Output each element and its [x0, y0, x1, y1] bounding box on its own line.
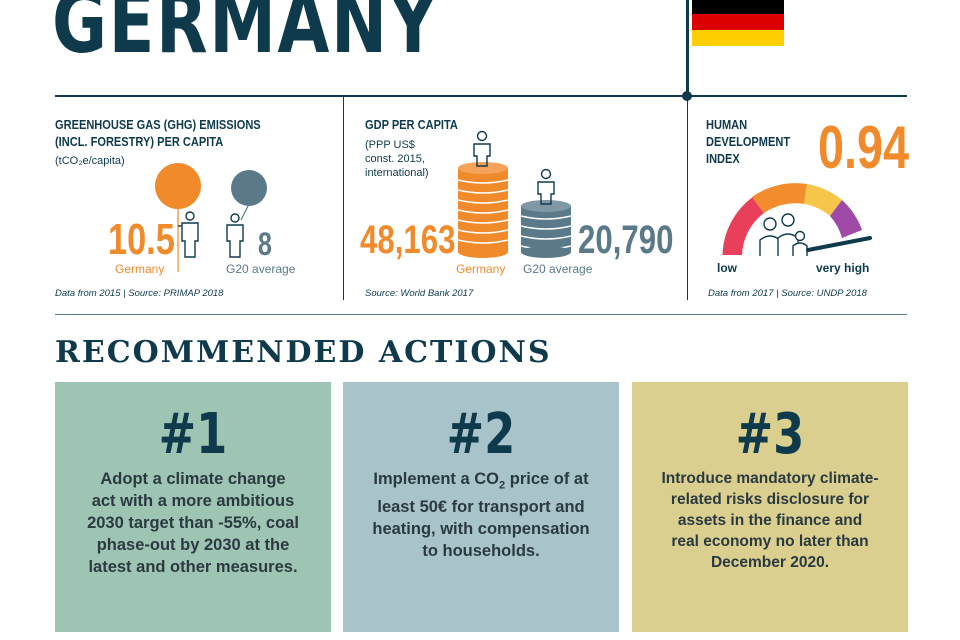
- gdp-sub-2: const. 2015,: [365, 153, 425, 165]
- ghg-germany-label: Germany: [115, 262, 165, 276]
- gdp-sub-1: (PPP US$: [365, 139, 415, 151]
- action-3-line: related risks disclosure for: [670, 491, 870, 508]
- gdp-g20-label: G20 average: [523, 262, 593, 276]
- hdi-label-1: HUMAN: [706, 117, 748, 132]
- hdi-label-3: INDEX: [706, 151, 740, 166]
- action-text-3: Introduce mandatory climate- related ris…: [646, 468, 894, 573]
- action-number-1: #1: [158, 402, 228, 467]
- action-1-line: Adopt a climate change: [100, 470, 286, 488]
- action-1-line: phase-out by 2030 at the: [96, 536, 290, 554]
- hdi-label-2: DEVELOPMENT: [706, 134, 791, 149]
- german-flag: [692, 0, 784, 46]
- g20-balloon-icon: [231, 170, 267, 206]
- ghg-source: Data from 2015 | Source: PRIMAP 2018: [55, 288, 224, 299]
- top-divider: [55, 95, 907, 97]
- action-card-1: #1 Adopt a climate change act with a mor…: [55, 382, 331, 632]
- gdp-g20-value: 20,790: [578, 218, 674, 262]
- action-3-line: real economy no later than: [671, 533, 869, 550]
- action-card-3: #3 Introduce mandatory climate- related …: [632, 382, 908, 632]
- action-number-2: #2: [446, 402, 516, 467]
- action-1-line: act with a more ambitious: [91, 492, 295, 510]
- germany-person-icon: [178, 211, 199, 258]
- ghg-g20-value: 8: [258, 226, 272, 262]
- action-2-line: to households.: [422, 542, 540, 561]
- hdi-low-label: low: [717, 261, 737, 275]
- family-icon: [759, 213, 808, 256]
- action-text-2: Implement a CO2 price of at least 50€ fo…: [357, 468, 605, 562]
- action-1-line: latest and other measures.: [88, 558, 298, 576]
- gdp-sub-3: international): [365, 167, 429, 179]
- gdp-label: GDP PER CAPITA: [365, 117, 458, 132]
- column-divider-1: [343, 97, 344, 300]
- gdp-germany-value: 48,163: [360, 218, 456, 262]
- germany-person-on-stack-icon: [473, 130, 491, 167]
- g20-person-on-stack-icon: [537, 168, 555, 205]
- recommended-actions-title: RECOMMENDED ACTIONS: [55, 335, 552, 370]
- germany-coin-stack-icon: [457, 162, 509, 258]
- gdp-source: Source: World Bank 2017: [365, 288, 474, 299]
- gdp-germany-label: Germany: [456, 262, 506, 276]
- hdi-value: 0.94: [818, 114, 910, 181]
- action-3-line: assets in the finance and: [677, 512, 863, 529]
- germany-balloon-icon: [155, 163, 201, 209]
- gdp-coin-stacks: [457, 130, 572, 258]
- bottom-divider: [55, 314, 907, 315]
- flag-stripe-red: [692, 14, 784, 30]
- gauge-segment-very-high: [830, 200, 862, 238]
- ghg-balloon-illustration: [155, 163, 267, 272]
- page-title: GERMANY: [52, 0, 439, 73]
- action-2-line: Implement a CO2 price of at: [373, 470, 589, 492]
- flag-stripe-gold: [692, 30, 784, 46]
- action-3-line: December 2020.: [710, 554, 830, 571]
- g20-balloon-string: [240, 203, 250, 221]
- ghg-germany-value: 10.5: [108, 215, 175, 264]
- action-number-3: #3: [735, 402, 805, 467]
- ghg-label-2: (INCL. FORESTRY) PER CAPITA: [55, 134, 224, 149]
- action-2-line: heating, with compensation: [372, 520, 590, 539]
- hdi-high-label: very high: [816, 261, 870, 275]
- ghg-g20-label: G20 average: [226, 262, 296, 276]
- action-card-2: #2 Implement a CO2 price of at least 50€…: [343, 382, 619, 632]
- action-2-line: least 50€ for transport and: [377, 498, 585, 517]
- ghg-unit: (tCO₂e/capita): [55, 155, 125, 167]
- column-divider-2: [687, 97, 688, 300]
- ghg-label-1: GREENHOUSE GAS (GHG) EMISSIONS: [55, 117, 261, 132]
- gauge-segment-medium: [752, 183, 807, 213]
- hdi-gauge: [721, 183, 872, 256]
- g20-person-icon: [226, 213, 244, 258]
- flag-pole: [686, 0, 689, 96]
- action-3-line: Introduce mandatory climate-: [661, 470, 879, 487]
- flag-stripe-black: [692, 0, 784, 14]
- g20-coin-stack-icon: [520, 200, 572, 258]
- action-text-1: Adopt a climate change act with a more a…: [69, 468, 317, 578]
- gauge-needle: [806, 236, 872, 252]
- gauge-segment-low: [722, 197, 764, 255]
- gauge-segment-high: [804, 184, 842, 216]
- hdi-source: Data from 2017 | Source: UNDP 2018: [708, 288, 867, 299]
- action-1-line: 2030 target than -55%, coal: [87, 514, 299, 532]
